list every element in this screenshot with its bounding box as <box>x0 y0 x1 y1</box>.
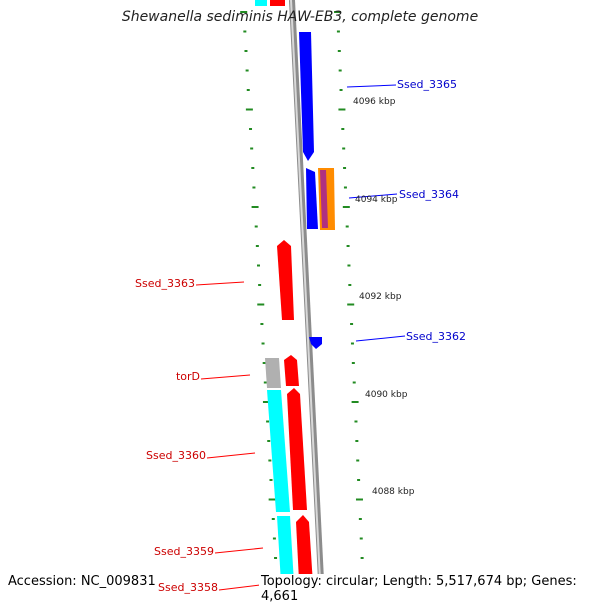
gene-labels: Ssed_3365 Ssed_3364 Ssed_3363 Ssed_3362 … <box>135 78 466 594</box>
gene-ssed-3364-violet[interactable] <box>320 170 328 228</box>
gene-top-cyan[interactable] <box>255 0 267 6</box>
inner-tick-track <box>240 11 282 598</box>
gene-label-ssed-3365[interactable]: Ssed_3365 <box>397 78 457 91</box>
gene-leader-lines <box>195 84 406 591</box>
map-title: Shewanella sediminis HAW-EB3, complete g… <box>121 9 479 25</box>
scale-label: 4088 kbp <box>372 487 415 497</box>
gene-label-ssed-3363[interactable]: Ssed_3363 <box>135 277 195 290</box>
gene-label-ssed-3364[interactable]: Ssed_3364 <box>399 188 459 201</box>
scale-label: 4092 kbp <box>359 292 402 302</box>
genome-summary: Topology: circular; Length: 5,517,674 bp… <box>259 574 600 604</box>
gene-label-ssed-3359[interactable]: Ssed_3359 <box>154 545 214 558</box>
scale-label: 4096 kbp <box>353 97 396 107</box>
genome-backbone-highlight <box>290 0 322 600</box>
scale-label: 4090 kbp <box>365 390 408 400</box>
gene-label-ssed-3358[interactable]: Ssed_3358 <box>158 581 218 594</box>
gene-ssed-3365[interactable] <box>299 32 314 161</box>
gene-top-red[interactable] <box>270 0 285 6</box>
scale-label: 4094 kbp <box>355 195 398 205</box>
gene-ssed-3360-cyan[interactable] <box>267 390 290 512</box>
gene-ssed-3360[interactable] <box>287 388 307 510</box>
gene-label-ssed-3362[interactable]: Ssed_3362 <box>406 330 466 343</box>
gene-ssed-3362[interactable] <box>309 337 322 349</box>
gene-label-ssed-3360[interactable]: Ssed_3360 <box>146 449 206 462</box>
accession-text: Accession: NC_009831 <box>6 574 158 589</box>
gene-ssed-3364[interactable] <box>306 168 318 229</box>
scale-labels: 4096 kbp 4094 kbp 4092 kbp 4090 kbp 4088… <box>353 97 415 497</box>
gene-ssed-3363[interactable] <box>277 240 294 320</box>
gene-label-tord[interactable]: torD <box>176 370 200 383</box>
gene-tord[interactable] <box>284 355 299 386</box>
gene-tord-gray[interactable] <box>265 358 281 388</box>
